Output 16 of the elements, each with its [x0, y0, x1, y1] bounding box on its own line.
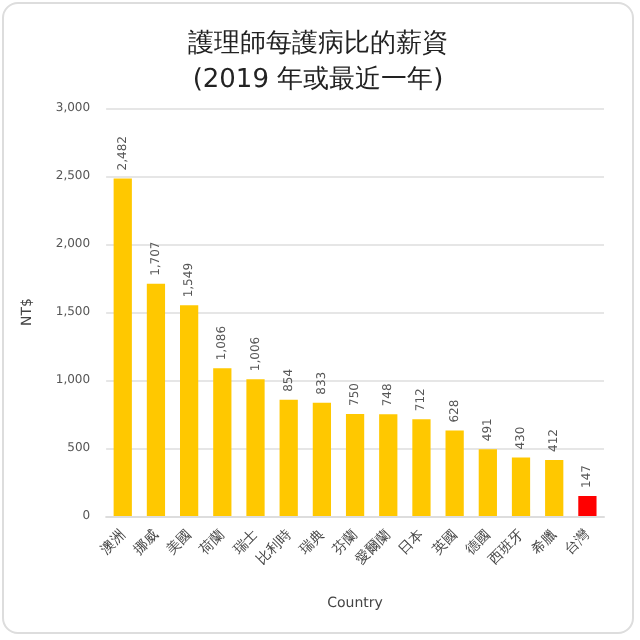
bar — [246, 379, 265, 516]
bar — [412, 419, 431, 516]
bar — [180, 305, 199, 516]
bar — [379, 414, 398, 516]
bar — [146, 283, 166, 516]
bar — [478, 449, 497, 516]
bar — [213, 368, 232, 516]
bar — [511, 457, 531, 516]
bar — [312, 402, 332, 516]
bar — [445, 430, 464, 516]
bar — [545, 459, 564, 516]
bar — [113, 178, 132, 516]
bar — [578, 496, 597, 516]
bar — [345, 414, 365, 516]
bar — [279, 399, 298, 516]
chart-title: 護理師每護病比的薪資 (2019 年或最近一年) — [188, 29, 448, 95]
